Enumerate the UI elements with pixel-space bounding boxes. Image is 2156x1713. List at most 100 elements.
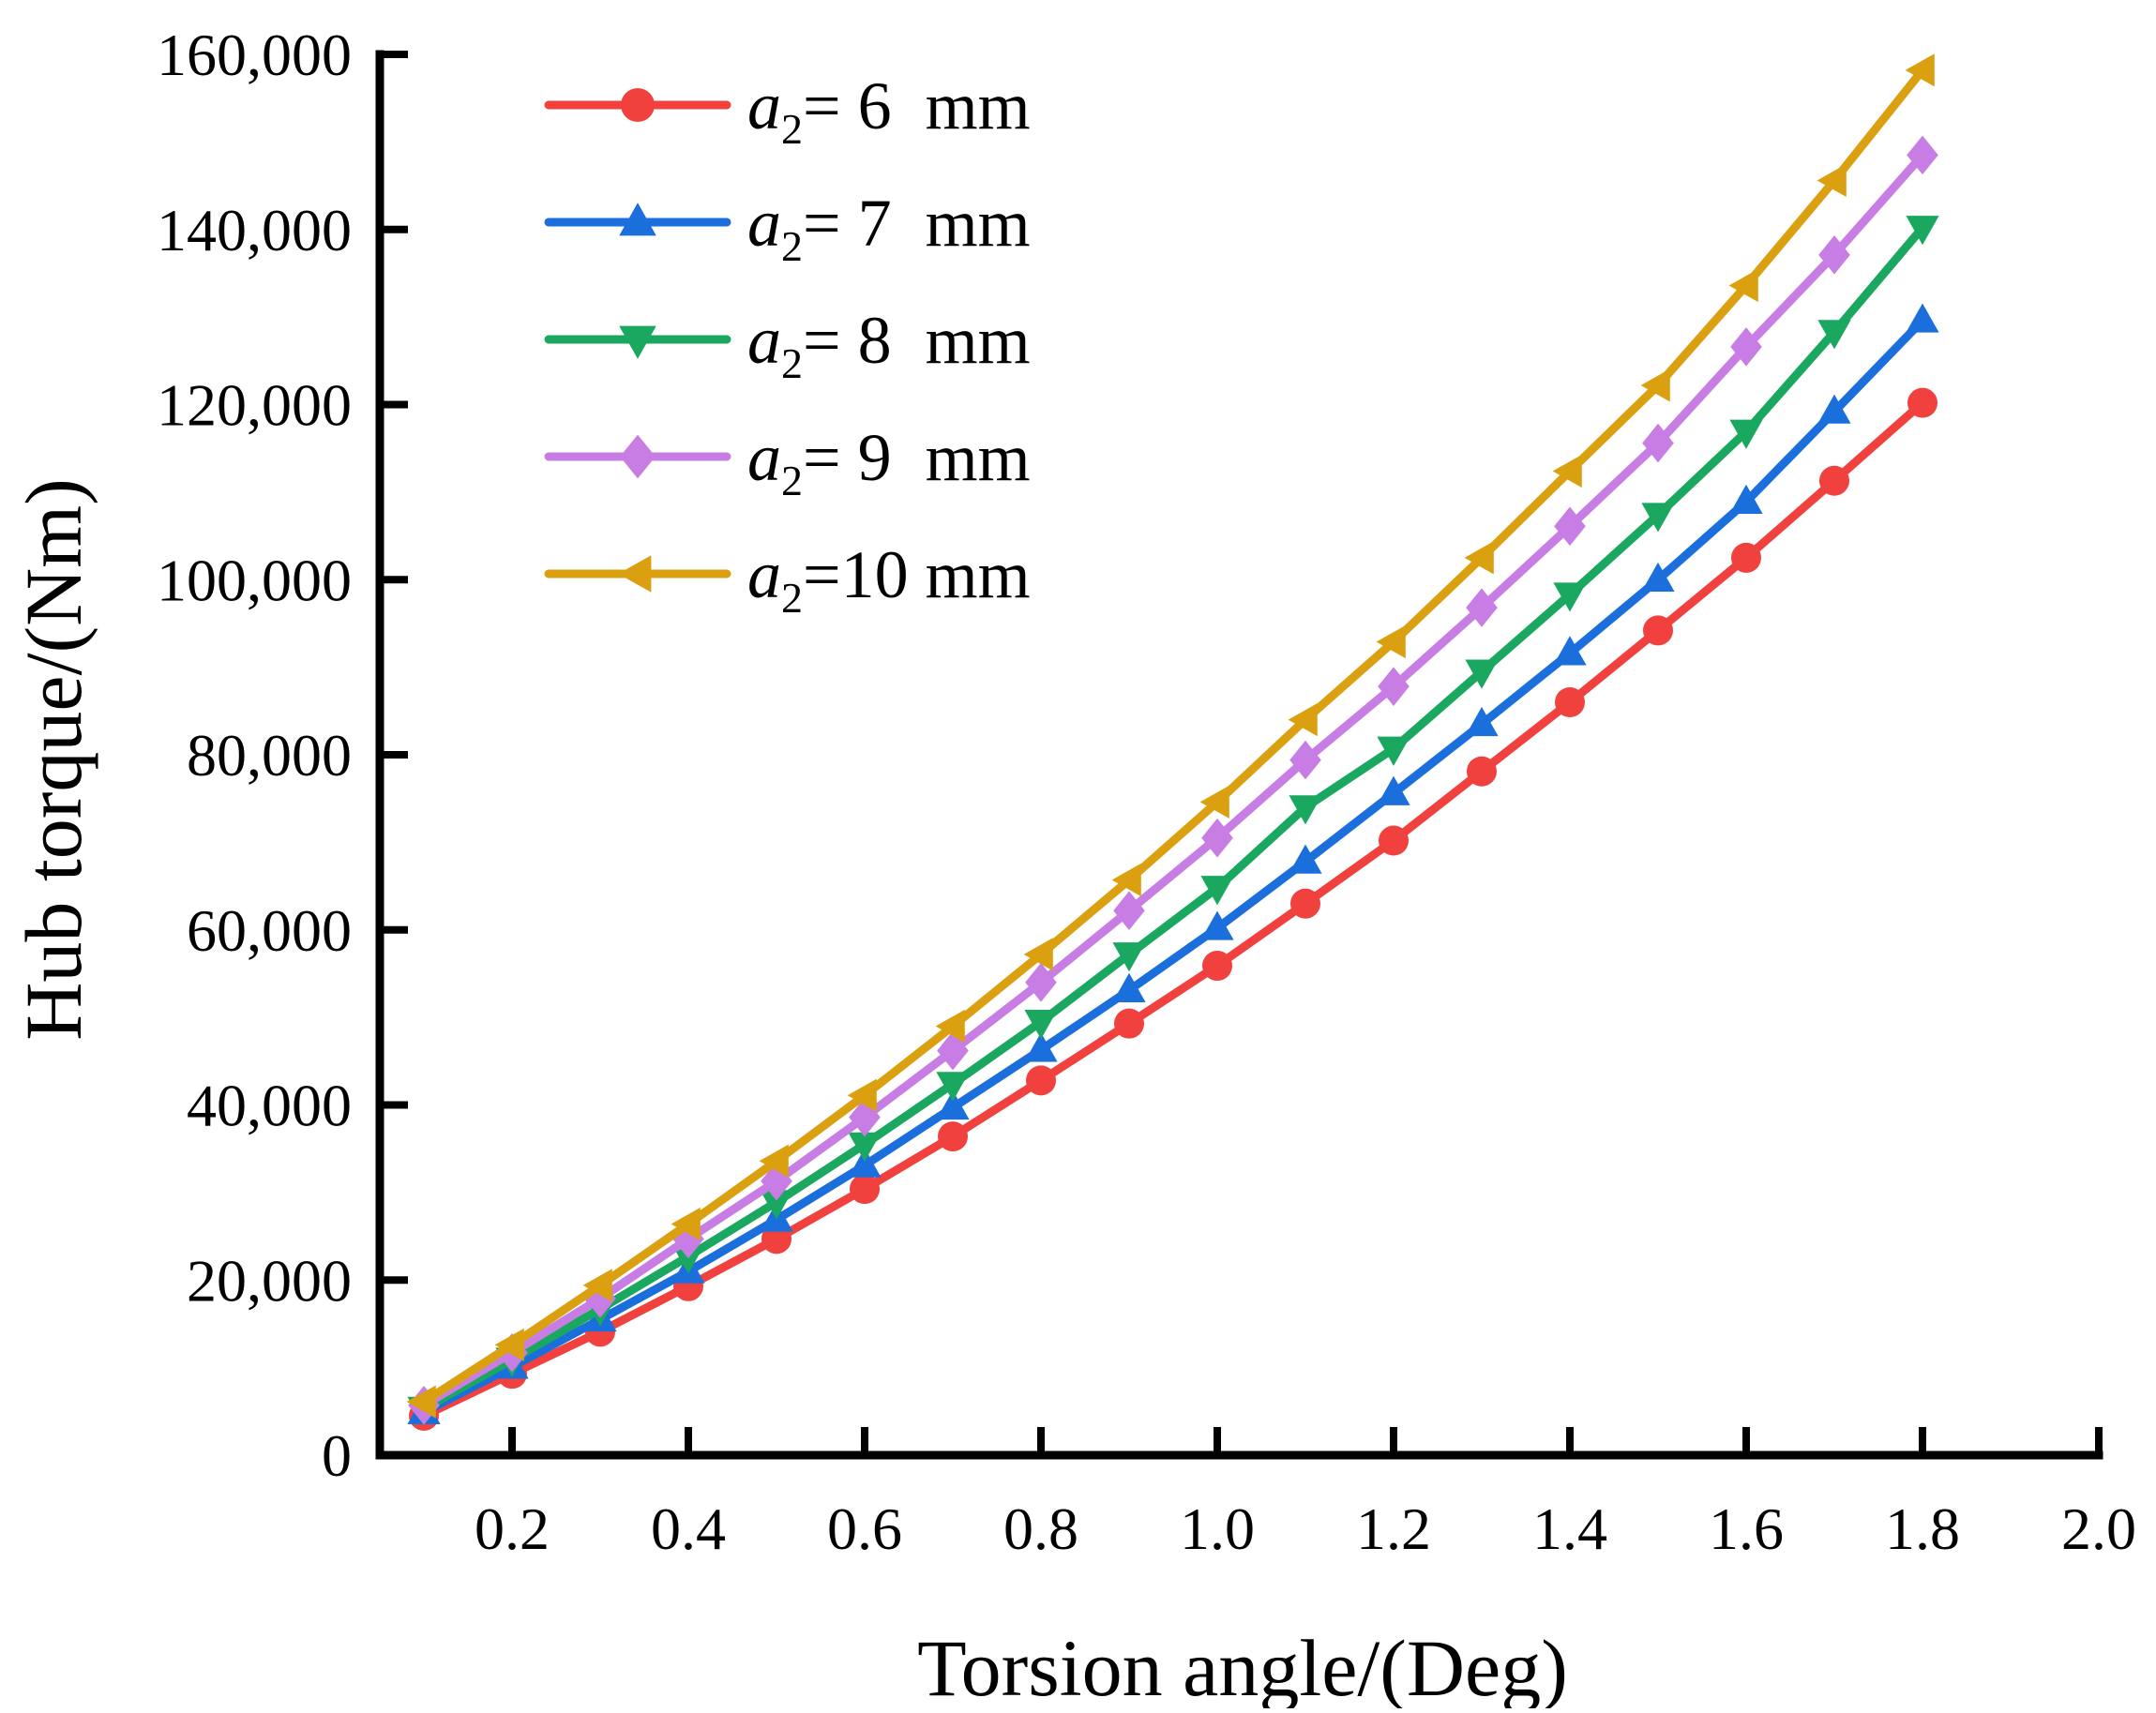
legend-marker: [620, 434, 656, 479]
data-point: [760, 1190, 793, 1220]
data-point: [1111, 863, 1141, 897]
data-point: [1288, 703, 1318, 737]
y-tick-label: 0: [322, 1422, 352, 1489]
data-point: [1376, 624, 1406, 659]
data-point: [1906, 216, 1939, 246]
data-point: [850, 1174, 880, 1205]
data-point: [936, 1089, 970, 1120]
x-tick-label: 0.2: [475, 1495, 550, 1562]
axes: 0 20,000 40,000 60,000 80,000 100,000 120,000 1…: [157, 22, 2136, 1562]
x-tick-label: 2.0: [2061, 1495, 2136, 1562]
data-point: [1024, 1032, 1058, 1062]
data-point: [1377, 775, 1410, 805]
data-point: [1290, 888, 1320, 919]
data-point: [1553, 582, 1587, 612]
data-point: [1817, 163, 1847, 198]
legend: a2= 6 mm a2= 7 mm a2= 8 mm a2= 9 mm a2=10 mm: [544, 68, 1031, 622]
data-point: [584, 1279, 616, 1318]
data-point: [1464, 541, 1494, 575]
data-point: [937, 1030, 969, 1071]
data-point: [1729, 419, 1763, 449]
legend-label: a2= 6 mm: [747, 68, 1031, 153]
data-point: [1906, 303, 1939, 333]
x-tick-label: 1.0: [1180, 1495, 1255, 1562]
data-point: [582, 1269, 612, 1302]
y-tick-label: 60,000: [187, 897, 352, 964]
data-point: [759, 1144, 789, 1178]
data-point: [1817, 394, 1851, 424]
series-line: [419, 398, 1927, 1420]
data-point: [1554, 506, 1586, 547]
series-line: [419, 223, 1927, 1413]
x-tick-label: 0.4: [651, 1495, 726, 1562]
data-point: [847, 1078, 877, 1112]
series-3: [407, 216, 1939, 1426]
data-point: [1289, 844, 1322, 874]
data-point: [1201, 818, 1233, 858]
data-point: [1465, 706, 1499, 737]
data-point: [1641, 562, 1675, 593]
data-point: [1024, 1009, 1058, 1040]
data-point: [1553, 636, 1587, 666]
data-point: [1552, 454, 1582, 488]
y-tick-label: 40,000: [187, 1073, 352, 1139]
legend-label: a2= 7 mm: [747, 186, 1031, 270]
data-point: [1112, 942, 1146, 972]
y-tick-label: 120,000: [157, 372, 352, 439]
data-point: [1641, 503, 1675, 533]
y-tick-label: 80,000: [187, 722, 352, 789]
data-point: [1199, 785, 1229, 819]
series-line: [419, 66, 1927, 1406]
data-point: [1377, 736, 1410, 766]
legend-item-3: a2= 8 mm: [544, 303, 1031, 387]
data-point: [1200, 910, 1234, 940]
data-point: [1114, 1008, 1144, 1039]
x-axis-title: Torsion angle/(Deg): [917, 1623, 1568, 1708]
legend-marker: [619, 325, 656, 359]
series-line: [419, 316, 1927, 1417]
legend-label: a2=10 mm: [747, 537, 1031, 622]
x-tick-label: 1.8: [1885, 1495, 1960, 1562]
legend-marker: [621, 88, 655, 122]
x-tick-label: 1.4: [1532, 1495, 1607, 1562]
data-point: [1907, 135, 1938, 175]
data-point: [1378, 667, 1410, 706]
data-point: [406, 1385, 436, 1419]
legend-label: a2= 9 mm: [747, 420, 1031, 504]
data-point: [1731, 542, 1761, 573]
series-1: [409, 387, 1937, 1431]
data-point: [1023, 938, 1053, 971]
data-point: [1818, 235, 1850, 275]
y-tick-label: 20,000: [187, 1247, 352, 1314]
series-line: [419, 150, 1927, 1410]
data-point: [1907, 387, 1937, 418]
series-layer: [406, 53, 1939, 1431]
data-point: [1555, 686, 1585, 717]
legend-marker: [619, 203, 656, 236]
data-point: [671, 1244, 705, 1274]
data-point: [1643, 615, 1673, 646]
legend-item-2: a2= 7 mm: [544, 186, 1031, 270]
data-point: [672, 1219, 704, 1259]
y-tick-label: 140,000: [157, 197, 352, 263]
data-point: [849, 1097, 881, 1137]
x-tick-label: 0.8: [1003, 1495, 1078, 1562]
x-tick-label: 0.6: [827, 1495, 902, 1562]
data-point: [1026, 1065, 1056, 1096]
legend-marker: [618, 555, 652, 593]
data-point: [1728, 268, 1758, 303]
data-point: [1819, 465, 1849, 496]
x-tick-label: 1.6: [1709, 1495, 1784, 1562]
data-point: [938, 1121, 968, 1152]
legend-item-4: a2= 9 mm: [544, 420, 1031, 504]
data-point: [1640, 368, 1670, 402]
data-point: [494, 1328, 524, 1361]
data-point: [1905, 53, 1935, 87]
data-point: [1817, 320, 1851, 350]
legend-label: a2= 8 mm: [747, 303, 1031, 387]
data-point: [1466, 588, 1498, 627]
data-point: [1642, 423, 1674, 463]
data-point: [935, 1009, 965, 1044]
